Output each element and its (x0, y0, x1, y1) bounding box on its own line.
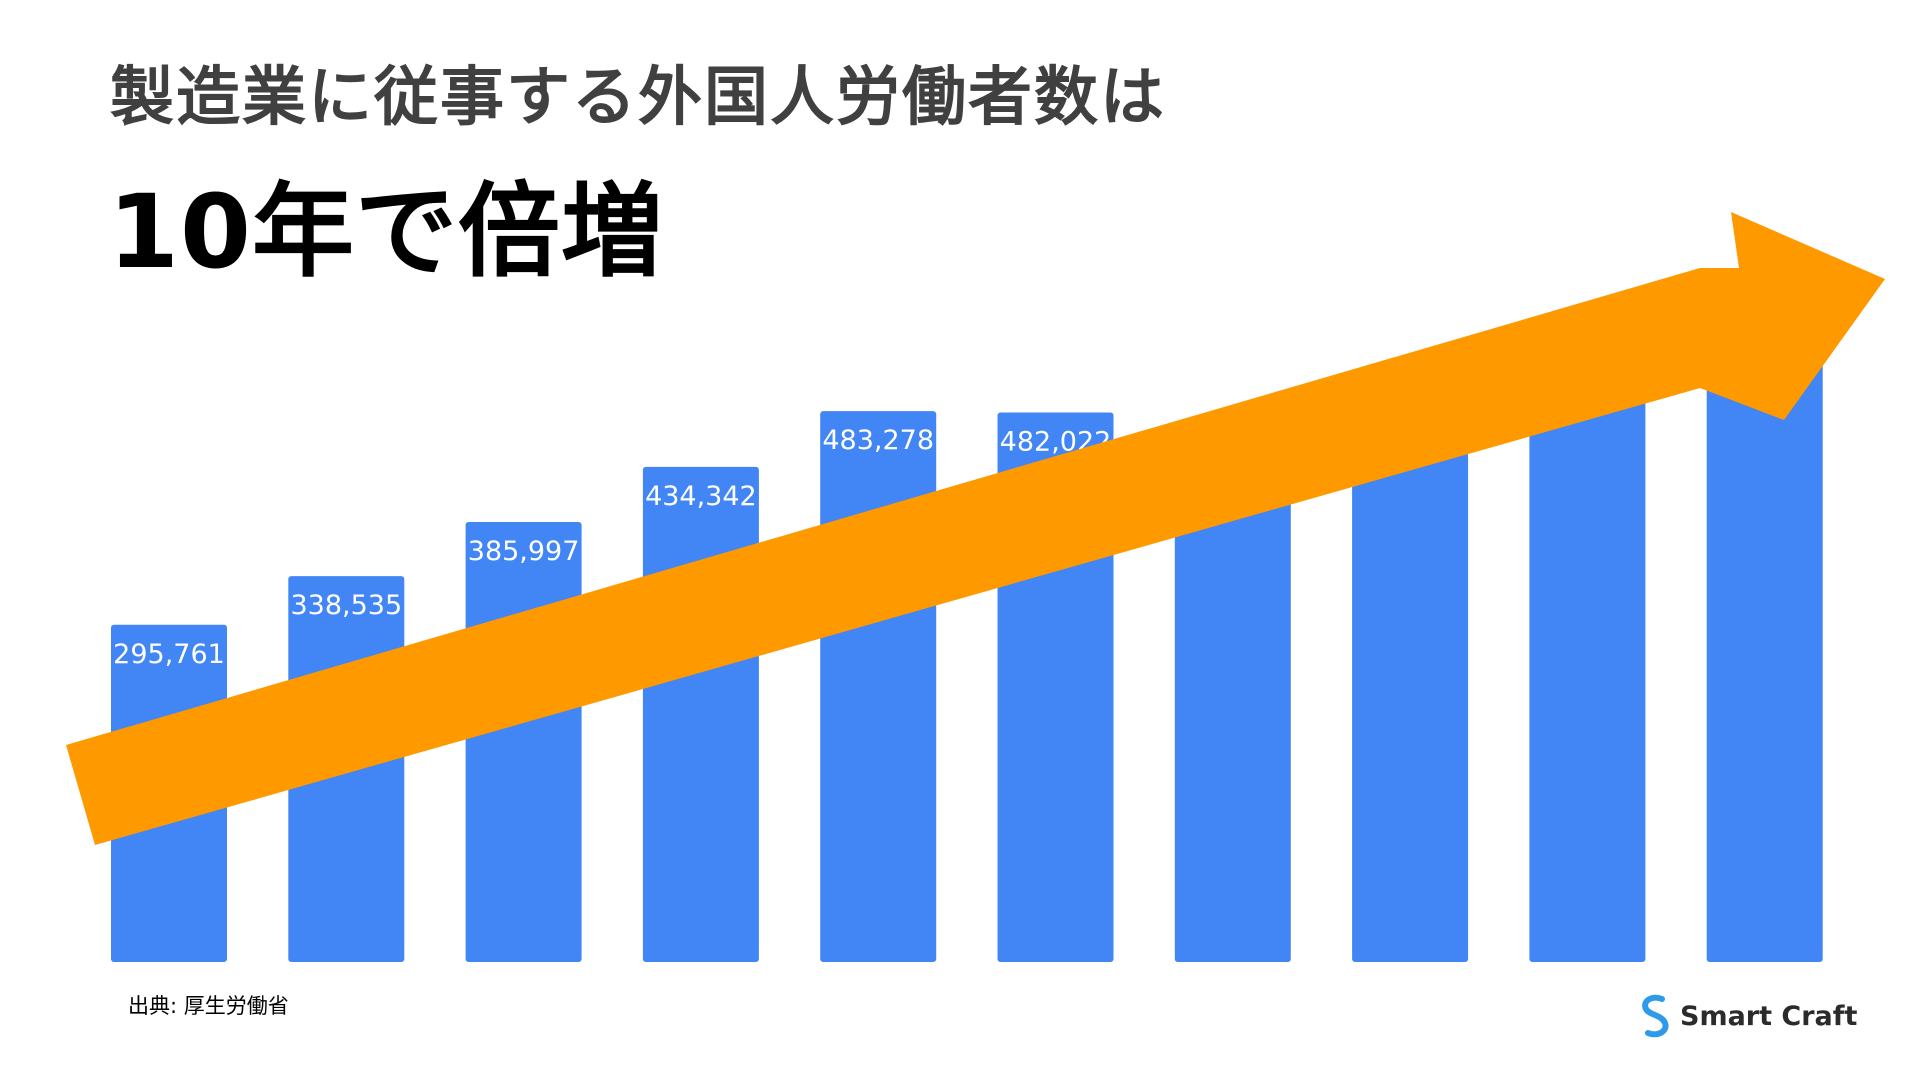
bar (465, 522, 582, 962)
bar (642, 466, 759, 962)
logo-text: Smart Craft (1680, 1000, 1858, 1032)
chart-subtitle: 製造業に従事する外国人労働者数は (110, 61, 1166, 135)
bar-value-label: 434,342 (645, 481, 757, 512)
smart-craft-s-logo-icon (1642, 994, 1669, 1038)
trend-arrow (66, 212, 1885, 845)
bar-value-label: 338,535 (290, 590, 402, 621)
bar (1174, 431, 1291, 963)
bar-value-label: 483,278 (822, 425, 934, 456)
bar (1706, 279, 1823, 962)
bar-value-label: 385,997 (468, 536, 580, 567)
bar (1529, 332, 1646, 962)
bar (1352, 409, 1469, 962)
chart-title: 10年で倍増 (108, 173, 664, 292)
source-note: 出典: 厚生労働省 (128, 994, 289, 1018)
bar-value-label: 295,761 (113, 639, 225, 670)
bar (820, 411, 937, 963)
brand-logo: Smart Craft (1638, 992, 1857, 1040)
